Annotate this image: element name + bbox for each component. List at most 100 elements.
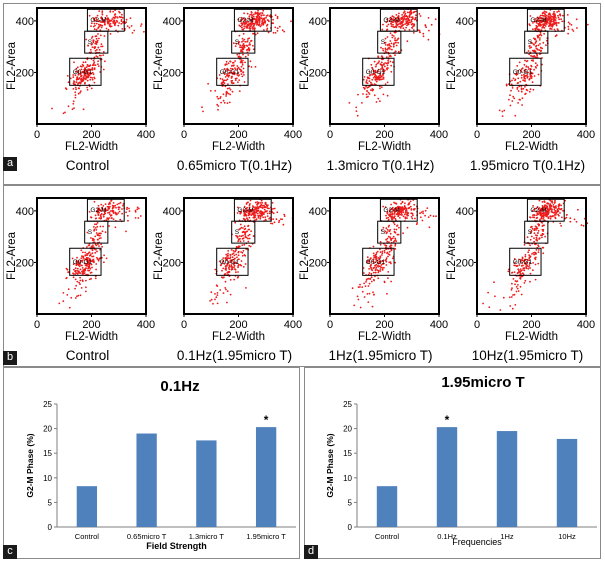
event-dot: [74, 74, 77, 77]
gate-label: G2-M: [237, 17, 253, 24]
event-dot: [248, 15, 251, 18]
event-dot: [226, 301, 228, 304]
event-dot: [434, 18, 437, 21]
event-dot: [106, 20, 109, 22]
event-dot: [248, 42, 251, 44]
event-dot: [541, 225, 544, 228]
event-dot: [542, 228, 545, 231]
event-dot: [389, 40, 392, 42]
event-dot: [272, 31, 275, 34]
event-dot: [548, 205, 551, 208]
y-tick-label: 0: [348, 523, 353, 532]
bar-1: [376, 486, 398, 527]
event-dot: [233, 64, 235, 67]
event-dot: [386, 64, 389, 67]
event-dot: [378, 260, 381, 262]
event-dot: [214, 89, 217, 92]
event-dot: [397, 20, 400, 23]
event-dot: [404, 217, 407, 220]
event-dot: [368, 272, 371, 274]
event-dot: [268, 217, 270, 220]
event-dot: [243, 211, 246, 214]
event-dot: [370, 267, 372, 269]
event-dot: [99, 215, 102, 217]
event-dot: [383, 251, 386, 254]
event-dot: [509, 94, 511, 97]
event-dot: [231, 79, 234, 82]
event-dot: [403, 17, 406, 20]
event-dot: [98, 54, 101, 57]
event-dot: [255, 12, 258, 15]
event-dot: [546, 20, 549, 23]
event-dot: [537, 29, 540, 32]
event-dot: [363, 272, 365, 274]
event-dot: [515, 290, 518, 293]
event-dot: [241, 37, 244, 40]
event-dot: [91, 255, 93, 258]
event-dot: [224, 280, 227, 283]
event-dot: [555, 24, 558, 27]
event-dot: [538, 207, 541, 209]
event-dot: [223, 276, 225, 279]
event-dot: [269, 216, 272, 219]
significance-marker: *: [264, 413, 269, 427]
event-dot: [560, 18, 562, 21]
event-dot: [261, 20, 263, 23]
event-dot: [554, 19, 557, 21]
event-dot: [529, 75, 532, 78]
event-dot: [557, 16, 560, 19]
event-dot: [239, 44, 242, 47]
event-dot: [509, 104, 512, 107]
event-dot: [122, 204, 124, 207]
event-dot: [77, 71, 80, 74]
event-dot: [257, 9, 259, 12]
event-dot: [573, 218, 576, 221]
event-dot: [80, 264, 83, 267]
event-dot: [261, 12, 263, 14]
event-dot: [257, 202, 260, 205]
event-dot: [237, 81, 239, 84]
event-dot: [528, 261, 531, 264]
x-tick-label: 1.3micro T: [189, 532, 225, 541]
event-dot: [379, 85, 381, 88]
event-dot: [94, 35, 97, 38]
event-dot: [106, 17, 109, 19]
x-tick-label: 200: [522, 319, 540, 331]
event-dot: [238, 79, 241, 81]
event-dot: [265, 203, 267, 206]
event-dot: [532, 262, 534, 264]
panel-b-frame: [3, 185, 601, 367]
event-dot: [237, 251, 240, 254]
event-dot: [530, 65, 533, 68]
event-dot: [257, 210, 259, 212]
event-dot: [235, 235, 238, 237]
event-dot: [259, 16, 261, 19]
event-dot: [385, 214, 387, 217]
event-dot: [370, 280, 373, 283]
event-dot: [95, 268, 97, 271]
event-dot: [250, 11, 253, 13]
event-dot: [97, 234, 100, 237]
event-dot: [238, 228, 241, 231]
event-dot: [95, 37, 98, 40]
event-dot: [99, 21, 102, 23]
event-dot: [554, 199, 556, 202]
event-dot: [215, 296, 218, 299]
event-dot: [537, 251, 540, 254]
event-dot: [228, 271, 231, 273]
event-dot: [75, 88, 77, 91]
event-dot: [383, 266, 385, 269]
event-dot: [280, 218, 282, 221]
event-dot: [77, 73, 80, 76]
event-dot: [72, 272, 74, 275]
event-dot: [398, 226, 400, 229]
event-dot: [409, 200, 412, 203]
event-dot: [493, 281, 495, 284]
event-dot: [538, 19, 541, 22]
event-dot: [537, 249, 540, 251]
event-dot: [233, 262, 236, 265]
event-dot: [373, 254, 375, 257]
event-dot: [414, 217, 416, 220]
event-dot: [118, 202, 120, 205]
event-dot: [235, 245, 238, 248]
